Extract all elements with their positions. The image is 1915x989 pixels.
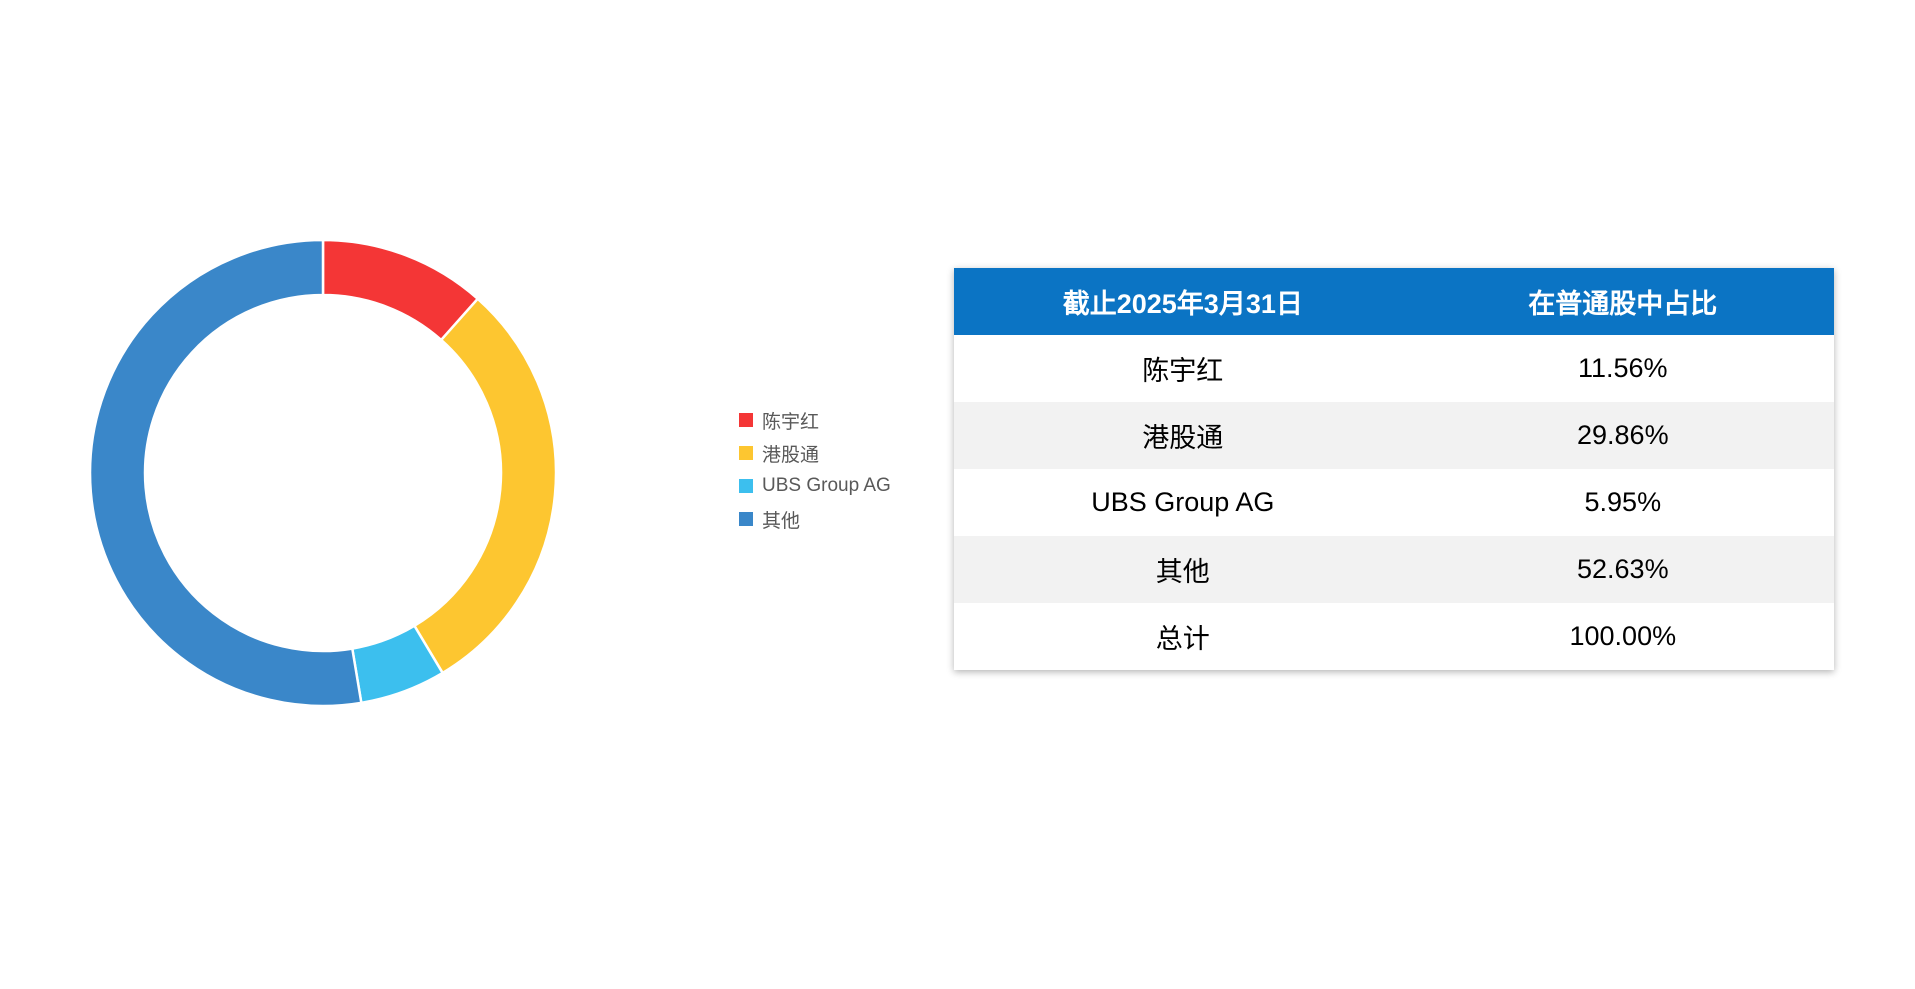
chart-legend: 陈宇红 港股通 UBS Group AG 其他 bbox=[739, 408, 891, 532]
shareholding-table: 截止2025年3月31日 在普通股中占比 陈宇红 11.56% 港股通 29.8… bbox=[954, 268, 1834, 670]
table-cell-percentage: 52.63% bbox=[1577, 554, 1669, 584]
legend-item-ubs-group-ag: UBS Group AG bbox=[739, 474, 891, 498]
legend-swatch-icon bbox=[739, 512, 753, 526]
table-row: UBS Group AG 5.95% bbox=[954, 469, 1834, 536]
table-header-percentage: 在普通股中占比 bbox=[1411, 268, 1834, 335]
table-header-date: 截止2025年3月31日 bbox=[954, 268, 1412, 335]
legend-swatch-icon bbox=[739, 413, 753, 427]
legend-swatch-icon bbox=[739, 479, 753, 493]
table-cell-holder: 陈宇红 bbox=[1142, 356, 1224, 386]
donut-slice-1 bbox=[413, 297, 558, 675]
legend-label: 陈宇红 bbox=[762, 411, 820, 433]
table-cell-percentage: 5.95% bbox=[1584, 487, 1662, 517]
table-cell-percentage: 29.86% bbox=[1577, 420, 1669, 450]
table-row: 其他 52.63% bbox=[954, 536, 1834, 603]
table-cell-percentage: 11.56% bbox=[1578, 353, 1668, 383]
legend-label: 其他 bbox=[762, 510, 801, 532]
table-cell-holder: 其他 bbox=[1155, 557, 1210, 587]
table-cell-holder: UBS Group AG bbox=[1091, 487, 1275, 517]
table-row-total: 总计 100.00% bbox=[954, 603, 1834, 670]
shareholding-table-container: 截止2025年3月31日 在普通股中占比 陈宇红 11.56% 港股通 29.8… bbox=[954, 268, 1834, 670]
table-row: 陈宇红 11.56% bbox=[954, 335, 1834, 402]
legend-item-other: 其他 bbox=[739, 507, 891, 532]
table-header-row: 截止2025年3月31日 在普通股中占比 bbox=[954, 268, 1834, 335]
table-cell-holder: 总计 bbox=[1155, 624, 1210, 654]
legend-label: UBS Group AG bbox=[762, 475, 891, 496]
donut-slice-3 bbox=[88, 238, 363, 708]
legend-item-ganggutong: 港股通 bbox=[739, 441, 891, 466]
legend-label: 港股通 bbox=[762, 444, 820, 466]
table-cell-percentage: 100.00% bbox=[1569, 621, 1677, 651]
donut-chart bbox=[88, 238, 558, 708]
table-row: 港股通 29.86% bbox=[954, 402, 1834, 469]
legend-swatch-icon bbox=[739, 446, 753, 460]
table-cell-holder: 港股通 bbox=[1142, 423, 1224, 453]
legend-item-chenyuhong: 陈宇红 bbox=[739, 408, 891, 433]
